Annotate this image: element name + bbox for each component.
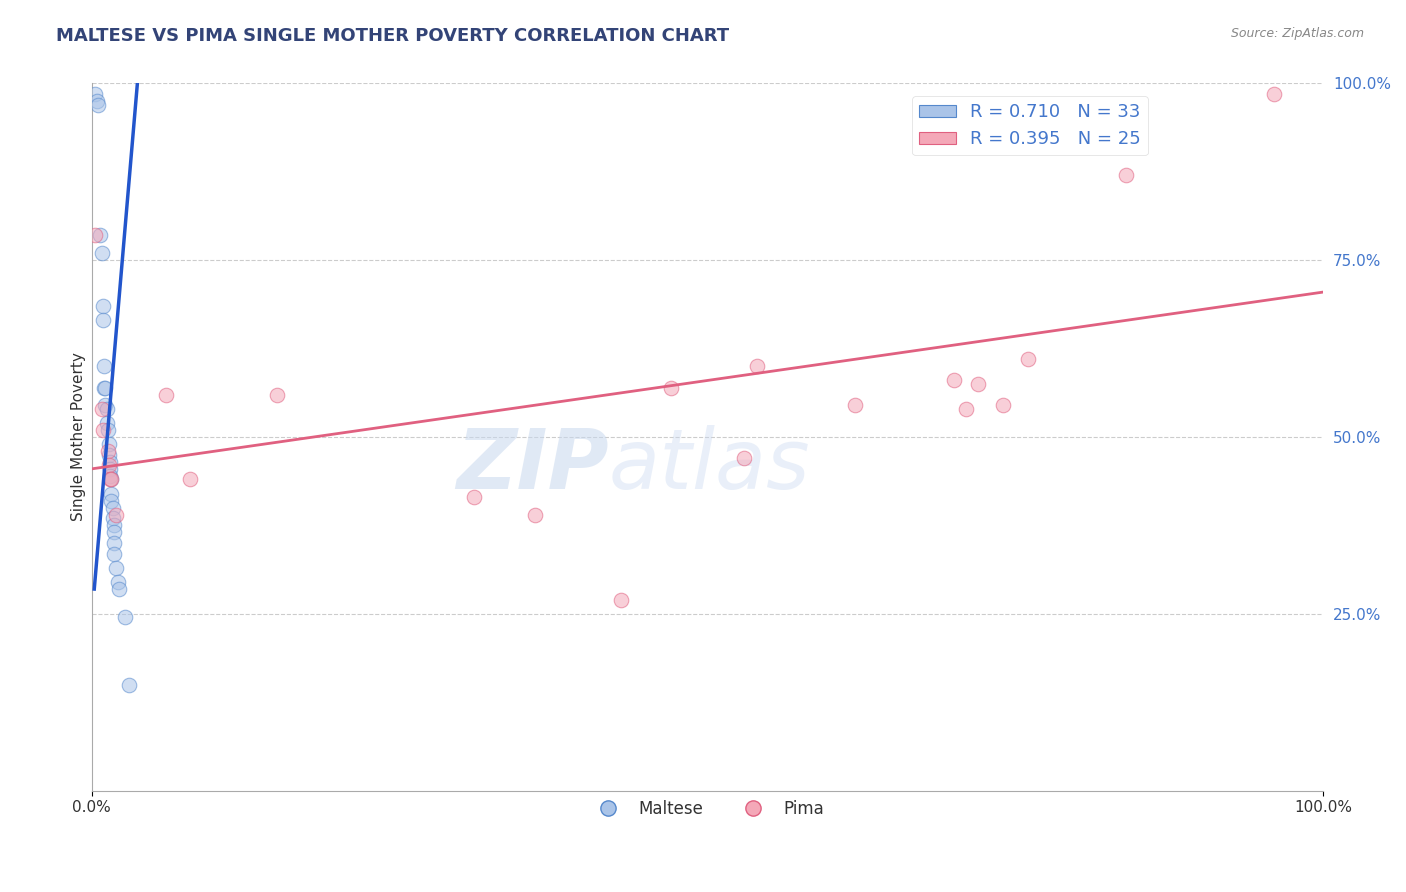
Point — [745, 359, 768, 374]
Point — [90, 401, 112, 416]
Point — [463, 490, 485, 504]
Point — [179, 473, 201, 487]
Point — [1115, 169, 1137, 183]
Point — [942, 374, 965, 388]
Point — [101, 500, 124, 515]
Point — [101, 511, 124, 525]
Point — [1017, 352, 1039, 367]
Point — [98, 437, 121, 451]
Text: ZIP: ZIP — [457, 425, 609, 506]
Point — [94, 398, 117, 412]
Point — [105, 561, 128, 575]
Point — [98, 458, 121, 473]
Point — [98, 469, 121, 483]
Point — [96, 401, 118, 416]
Point — [103, 536, 125, 550]
Point — [1263, 87, 1285, 101]
Point — [118, 677, 141, 691]
Point — [967, 376, 990, 391]
Point — [94, 380, 117, 394]
Point — [114, 610, 136, 624]
Point — [100, 493, 122, 508]
Text: atlas: atlas — [609, 425, 811, 506]
Point — [734, 451, 756, 466]
Point — [105, 508, 128, 522]
Point — [955, 401, 977, 416]
Point — [98, 462, 121, 476]
Point — [610, 592, 633, 607]
Point — [93, 380, 115, 394]
Point — [91, 299, 114, 313]
Point — [100, 473, 122, 487]
Point — [98, 473, 121, 487]
Point — [659, 380, 682, 394]
Point — [844, 398, 866, 412]
Point — [98, 448, 121, 462]
Point — [97, 444, 120, 458]
Point — [91, 423, 114, 437]
Point — [97, 423, 120, 437]
Point — [84, 228, 107, 243]
Point — [87, 97, 110, 112]
Point — [86, 94, 108, 108]
Point — [98, 455, 121, 469]
Point — [108, 582, 131, 596]
Point — [107, 574, 129, 589]
Text: MALTESE VS PIMA SINGLE MOTHER POVERTY CORRELATION CHART: MALTESE VS PIMA SINGLE MOTHER POVERTY CO… — [56, 27, 730, 45]
Point — [91, 313, 114, 327]
Point — [100, 486, 122, 500]
Point — [103, 518, 125, 533]
Point — [524, 508, 547, 522]
Point — [103, 547, 125, 561]
Point — [89, 228, 111, 243]
Point — [84, 87, 107, 101]
Point — [266, 387, 288, 401]
Text: Source: ZipAtlas.com: Source: ZipAtlas.com — [1230, 27, 1364, 40]
Point — [90, 246, 112, 260]
Point — [103, 525, 125, 540]
Point — [93, 359, 115, 374]
Y-axis label: Single Mother Poverty: Single Mother Poverty — [72, 352, 86, 522]
Legend: Maltese, Pima: Maltese, Pima — [585, 793, 831, 825]
Point — [96, 416, 118, 430]
Point — [991, 398, 1014, 412]
Point — [155, 387, 177, 401]
Point — [100, 473, 122, 487]
